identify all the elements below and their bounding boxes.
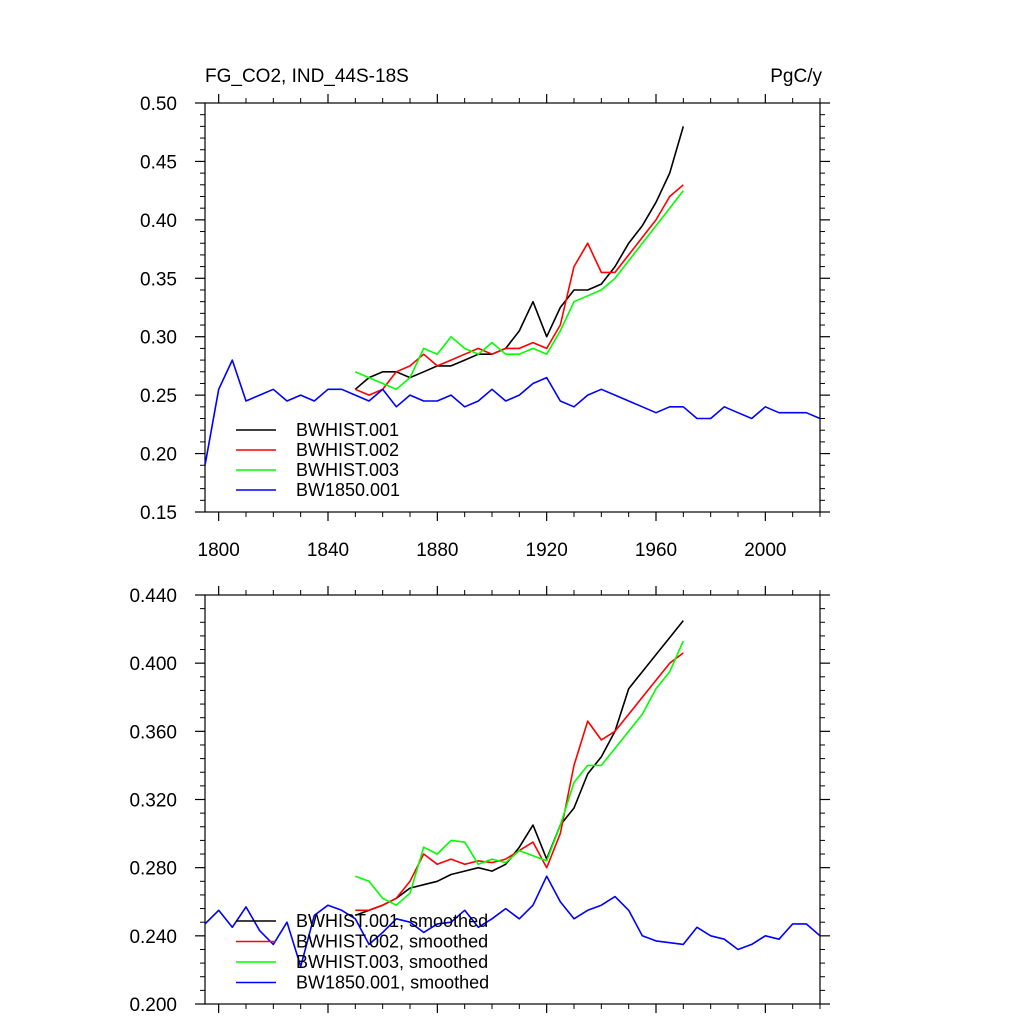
legend-label: BWHIST.001, smoothed: [296, 911, 488, 931]
y-tick-label: 0.440: [129, 586, 177, 607]
legend-label: BW1850.001, smoothed: [296, 973, 489, 993]
chart-top: FG_CO2, IND_44S-18S PgC/y 1800 1840 1880 19…: [140, 66, 830, 561]
legend-label: BWHIST.002, smoothed: [296, 932, 488, 952]
y-tick-label: 0.360: [129, 722, 177, 743]
series-line-bwhist-001: [354, 126, 685, 390]
series-line-bw1850-001: [205, 359, 820, 466]
legend-label: BWHIST.003, smoothed: [296, 952, 488, 972]
legend-label: BW1850.001: [296, 480, 400, 500]
y-tick-label: 0.45: [140, 152, 177, 173]
x-tick-label: 1920: [526, 540, 568, 561]
plot-frame: [204, 102, 821, 513]
series-line-bw1850-001-smoothed: [205, 875, 820, 968]
y-tick-label: 0.320: [129, 791, 177, 812]
series-line-bwhist-003: [354, 190, 684, 391]
y-tick-label: 0.35: [140, 269, 177, 290]
y-tick-label: 0.40: [140, 211, 177, 232]
y-tick-label: 0.400: [129, 654, 177, 675]
legend-label: BWHIST.003: [296, 460, 399, 480]
x-tick-label: 1800: [198, 540, 240, 561]
y-tick-label: 0.20: [140, 445, 177, 466]
x-tick-label: 1880: [416, 540, 458, 561]
legend-label: BWHIST.002: [296, 440, 399, 460]
x-tick-label: 1840: [307, 540, 349, 561]
y-tick-label: 0.50: [140, 94, 177, 115]
series-group: [205, 126, 820, 466]
chart-bottom: 0.200 0.240 0.280 0.320 0.360 0.400 0.440 BWHIS…: [129, 586, 830, 1016]
legend-label: BWHIST.001: [296, 420, 399, 440]
chart-units-label: PgC/y: [770, 66, 822, 87]
series-line-bwhist-002: [354, 184, 684, 396]
y-tick-label: 0.280: [129, 859, 177, 880]
y-tick-label: 0.25: [140, 386, 177, 407]
x-tick-label: 2000: [744, 540, 786, 561]
y-tick-label: 0.30: [140, 328, 177, 349]
y-tick-label: 0.15: [140, 503, 177, 524]
x-tick-label: 1960: [635, 540, 677, 561]
y-tick-label: 0.200: [129, 995, 177, 1016]
y-tick-label: 0.240: [129, 927, 177, 948]
series-group: [205, 620, 820, 968]
series-line-bwhist-001-smoothed: [355, 620, 684, 917]
chart-title-left: FG_CO2, IND_44S-18S: [205, 66, 409, 87]
series-line-bwhist-002-smoothed: [355, 652, 684, 912]
series-line-bwhist-003-smoothed: [355, 640, 685, 907]
